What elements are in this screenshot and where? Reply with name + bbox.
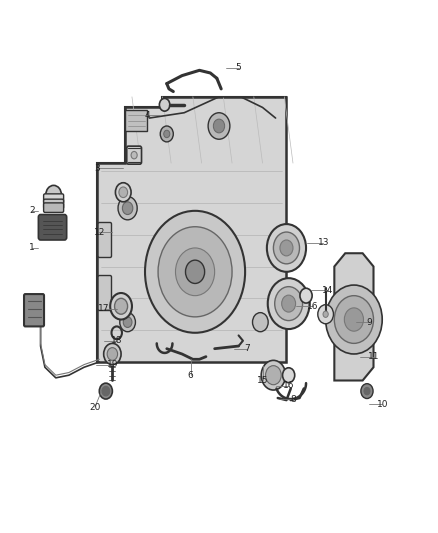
Circle shape bbox=[282, 295, 296, 312]
Polygon shape bbox=[97, 163, 286, 362]
Circle shape bbox=[46, 185, 61, 205]
Circle shape bbox=[361, 384, 373, 399]
Text: 6: 6 bbox=[188, 370, 194, 379]
Circle shape bbox=[253, 313, 268, 332]
Circle shape bbox=[107, 348, 117, 360]
Circle shape bbox=[280, 240, 293, 256]
Text: 14: 14 bbox=[322, 286, 333, 295]
Circle shape bbox=[119, 187, 127, 198]
FancyBboxPatch shape bbox=[125, 110, 147, 131]
Text: 9: 9 bbox=[366, 318, 372, 327]
FancyBboxPatch shape bbox=[24, 294, 44, 326]
Circle shape bbox=[334, 296, 374, 343]
Circle shape bbox=[123, 317, 132, 327]
Circle shape bbox=[273, 232, 300, 264]
Text: 2: 2 bbox=[29, 206, 35, 215]
Circle shape bbox=[318, 305, 333, 324]
Circle shape bbox=[267, 224, 306, 272]
Text: 4: 4 bbox=[145, 111, 150, 120]
FancyBboxPatch shape bbox=[44, 199, 64, 209]
Circle shape bbox=[159, 99, 170, 111]
Text: 17: 17 bbox=[98, 304, 110, 313]
Circle shape bbox=[110, 293, 132, 319]
Text: 8: 8 bbox=[290, 394, 296, 403]
Circle shape bbox=[128, 148, 140, 162]
Text: 7: 7 bbox=[244, 344, 250, 353]
Circle shape bbox=[325, 285, 382, 354]
Circle shape bbox=[104, 343, 121, 365]
Text: 15: 15 bbox=[257, 376, 268, 385]
Text: 16: 16 bbox=[283, 381, 294, 390]
Circle shape bbox=[131, 151, 137, 159]
Text: 3: 3 bbox=[94, 164, 100, 173]
Text: 5: 5 bbox=[236, 63, 241, 72]
Circle shape bbox=[344, 308, 364, 331]
FancyBboxPatch shape bbox=[44, 194, 64, 204]
Circle shape bbox=[283, 368, 295, 383]
Text: 16: 16 bbox=[307, 302, 318, 311]
Text: 12: 12 bbox=[94, 228, 105, 237]
Polygon shape bbox=[125, 97, 286, 163]
Circle shape bbox=[176, 248, 215, 296]
Text: 13: 13 bbox=[318, 238, 329, 247]
Circle shape bbox=[164, 130, 170, 138]
Text: 18: 18 bbox=[111, 336, 123, 345]
Polygon shape bbox=[334, 253, 374, 381]
Circle shape bbox=[158, 227, 232, 317]
Circle shape bbox=[208, 113, 230, 139]
Text: 10: 10 bbox=[376, 400, 388, 409]
FancyBboxPatch shape bbox=[127, 146, 141, 164]
FancyBboxPatch shape bbox=[44, 203, 64, 213]
Polygon shape bbox=[97, 97, 286, 362]
FancyBboxPatch shape bbox=[39, 215, 67, 240]
Circle shape bbox=[160, 126, 173, 142]
Circle shape bbox=[323, 311, 328, 317]
Circle shape bbox=[275, 287, 303, 320]
Circle shape bbox=[122, 202, 133, 215]
Circle shape bbox=[115, 298, 127, 314]
Circle shape bbox=[364, 387, 370, 395]
Circle shape bbox=[300, 288, 312, 303]
Text: 11: 11 bbox=[368, 352, 379, 361]
Circle shape bbox=[265, 366, 281, 385]
Circle shape bbox=[118, 197, 137, 220]
FancyBboxPatch shape bbox=[98, 222, 112, 257]
Circle shape bbox=[102, 386, 110, 396]
Circle shape bbox=[145, 211, 245, 333]
FancyBboxPatch shape bbox=[98, 276, 112, 311]
Text: 20: 20 bbox=[89, 402, 101, 411]
Circle shape bbox=[120, 313, 135, 332]
Text: 19: 19 bbox=[106, 360, 118, 369]
Circle shape bbox=[116, 183, 131, 202]
Circle shape bbox=[213, 119, 225, 133]
Circle shape bbox=[268, 278, 310, 329]
Circle shape bbox=[261, 360, 286, 390]
Text: 1: 1 bbox=[29, 244, 35, 253]
Circle shape bbox=[99, 383, 113, 399]
Circle shape bbox=[185, 260, 205, 284]
